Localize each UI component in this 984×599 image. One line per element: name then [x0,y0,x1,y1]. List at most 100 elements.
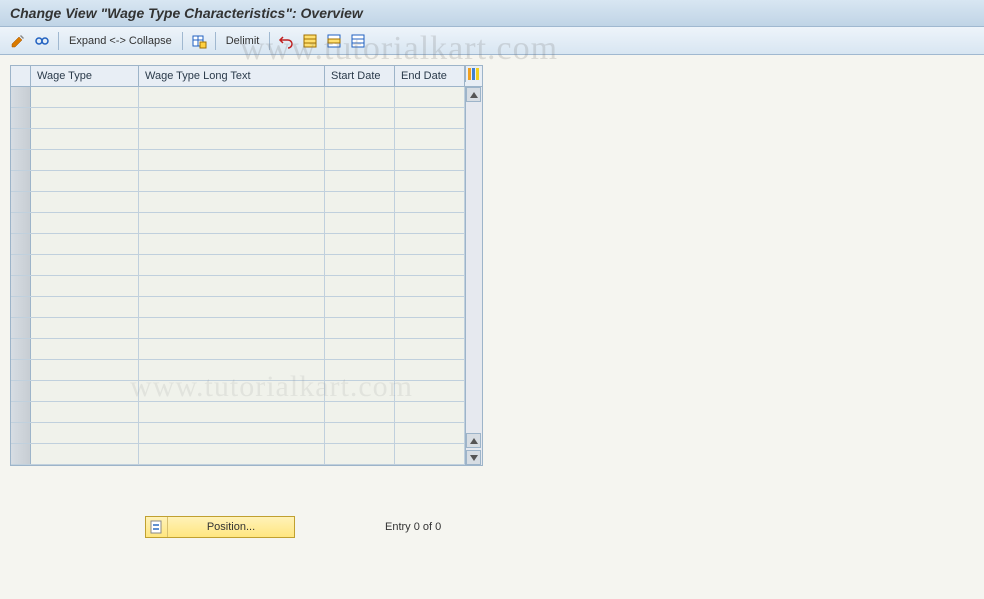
row-selector[interactable] [11,87,31,107]
other-view-icon[interactable] [32,31,52,51]
change-icon[interactable] [8,31,28,51]
select-block-icon[interactable] [324,31,344,51]
column-header-long-text[interactable]: Wage Type Long Text [139,66,325,86]
cell-end-date[interactable] [395,444,465,464]
cell-end-date[interactable] [395,402,465,422]
table-row[interactable] [11,234,465,255]
row-selector[interactable] [11,129,31,149]
cell-start-date[interactable] [325,171,395,191]
vertical-scrollbar[interactable] [465,87,482,465]
row-selector[interactable] [11,402,31,422]
table-row[interactable] [11,339,465,360]
cell-long-text[interactable] [139,255,325,275]
row-selector[interactable] [11,276,31,296]
cell-long-text[interactable] [139,339,325,359]
table-row[interactable] [11,276,465,297]
table-row[interactable] [11,213,465,234]
row-selector[interactable] [11,360,31,380]
cell-start-date[interactable] [325,444,395,464]
column-header-wage-type[interactable]: Wage Type [31,66,139,86]
select-all-icon[interactable] [300,31,320,51]
cell-long-text[interactable] [139,381,325,401]
table-new-icon[interactable] [189,31,209,51]
cell-end-date[interactable] [395,213,465,233]
row-selector[interactable] [11,150,31,170]
cell-long-text[interactable] [139,402,325,422]
row-selector[interactable] [11,444,31,464]
row-selector[interactable] [11,108,31,128]
cell-wage-type[interactable] [31,87,139,107]
table-row[interactable] [11,297,465,318]
row-selector[interactable] [11,297,31,317]
cell-end-date[interactable] [395,423,465,443]
cell-start-date[interactable] [325,213,395,233]
cell-end-date[interactable] [395,108,465,128]
table-row[interactable] [11,255,465,276]
row-selector[interactable] [11,423,31,443]
cell-end-date[interactable] [395,234,465,254]
cell-end-date[interactable] [395,381,465,401]
cell-start-date[interactable] [325,360,395,380]
cell-long-text[interactable] [139,318,325,338]
scroll-up-icon[interactable] [466,87,481,102]
column-header-start-date[interactable]: Start Date [325,66,395,86]
cell-long-text[interactable] [139,150,325,170]
cell-start-date[interactable] [325,150,395,170]
row-selector[interactable] [11,234,31,254]
cell-start-date[interactable] [325,339,395,359]
cell-start-date[interactable] [325,381,395,401]
cell-wage-type[interactable] [31,402,139,422]
table-row[interactable] [11,87,465,108]
table-row[interactable] [11,192,465,213]
undo-icon[interactable] [276,31,296,51]
table-row[interactable] [11,108,465,129]
cell-wage-type[interactable] [31,234,139,254]
cell-wage-type[interactable] [31,192,139,212]
column-config-icon[interactable] [465,66,482,82]
cell-wage-type[interactable] [31,423,139,443]
cell-end-date[interactable] [395,255,465,275]
cell-end-date[interactable] [395,360,465,380]
cell-start-date[interactable] [325,255,395,275]
delimit-button[interactable]: Delimit [222,35,264,47]
table-row[interactable] [11,423,465,444]
cell-end-date[interactable] [395,87,465,107]
cell-start-date[interactable] [325,423,395,443]
table-row[interactable] [11,402,465,423]
row-selector[interactable] [11,192,31,212]
cell-long-text[interactable] [139,276,325,296]
cell-start-date[interactable] [325,87,395,107]
cell-wage-type[interactable] [31,276,139,296]
cell-long-text[interactable] [139,192,325,212]
column-header-end-date[interactable]: End Date [395,66,465,86]
expand-collapse-button[interactable]: Expand <-> Collapse [65,35,176,47]
cell-end-date[interactable] [395,129,465,149]
cell-start-date[interactable] [325,402,395,422]
table-row[interactable] [11,381,465,402]
cell-wage-type[interactable] [31,150,139,170]
row-selector[interactable] [11,381,31,401]
table-row[interactable] [11,360,465,381]
cell-start-date[interactable] [325,318,395,338]
table-row[interactable] [11,444,465,465]
cell-start-date[interactable] [325,297,395,317]
row-selector[interactable] [11,255,31,275]
cell-wage-type[interactable] [31,381,139,401]
cell-wage-type[interactable] [31,171,139,191]
cell-end-date[interactable] [395,339,465,359]
cell-long-text[interactable] [139,87,325,107]
row-selector[interactable] [11,171,31,191]
cell-long-text[interactable] [139,297,325,317]
cell-wage-type[interactable] [31,255,139,275]
cell-long-text[interactable] [139,129,325,149]
cell-end-date[interactable] [395,318,465,338]
scroll-down-icon[interactable] [466,450,481,465]
cell-end-date[interactable] [395,297,465,317]
cell-end-date[interactable] [395,171,465,191]
cell-long-text[interactable] [139,234,325,254]
cell-long-text[interactable] [139,171,325,191]
table-row[interactable] [11,318,465,339]
cell-wage-type[interactable] [31,297,139,317]
cell-wage-type[interactable] [31,108,139,128]
cell-wage-type[interactable] [31,444,139,464]
